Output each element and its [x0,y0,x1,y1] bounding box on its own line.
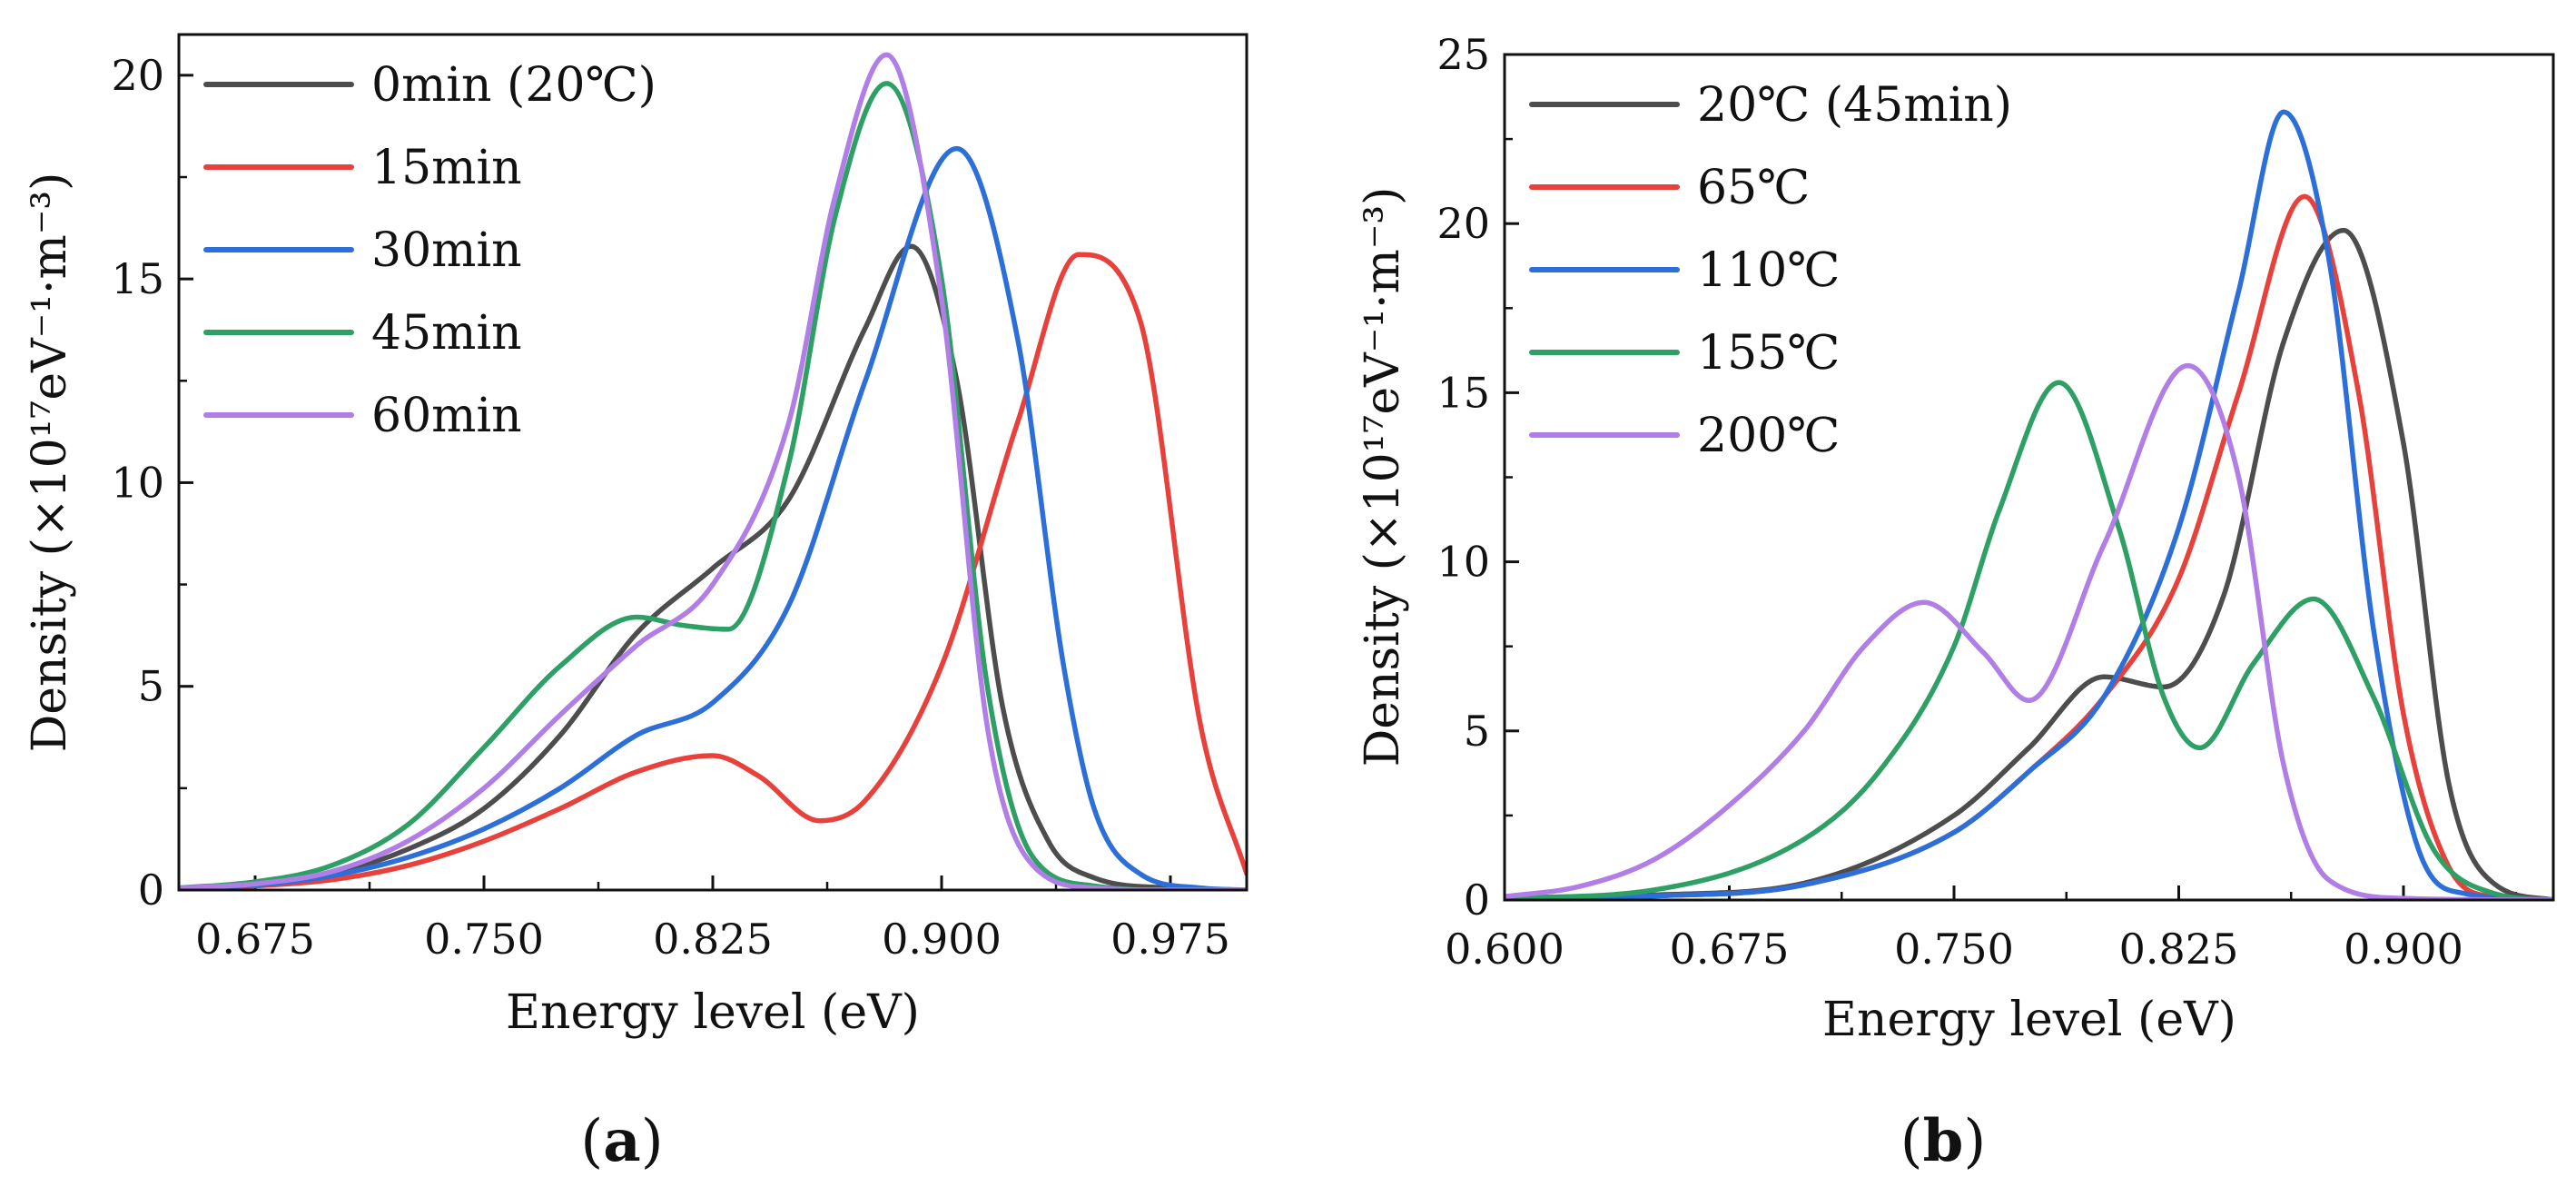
panel-a-y-tick-label: 0 [138,866,164,915]
panel-a-x-tick-label: 0.675 [195,915,315,964]
panel-a-series-line-0 [179,243,1247,890]
panel-b-y-tick-label: 0 [1464,875,1490,925]
panel-a-letter: a [603,1107,640,1175]
panel-b-label: (b) [1900,1107,1987,1175]
panel-b-series-line-0 [1505,227,2553,900]
panel-a-legend-label-0: 0min (20℃) [371,58,656,113]
panel-a-series-line-2 [179,145,1247,890]
panel-b-y-tick-label: 15 [1436,368,1490,417]
panel-a-label: (a) [580,1107,663,1175]
panel-b-x-tick-label: 0.750 [1894,925,2014,974]
panel-b-y-tick-label: 20 [1436,199,1490,248]
panel-b-y-axis-title: Density (×10¹⁷eV⁻¹·m⁻³) [1356,187,1410,767]
panel-a-series-line-1 [179,252,1247,890]
panel-a-x-tick-label: 0.825 [653,915,773,964]
panel-b-ticks: 0.600 0.675 0.750 0.825 0.900 0 5 10 15 20 25 [1436,30,2517,974]
panel-a-plot-area [179,52,1247,890]
panel-a-x-axis-title: Energy level (eV) [506,985,920,1040]
panel-b-legend-label-0: 20℃ (45min) [1697,78,2012,133]
panel-b-series-line-1 [1505,193,2553,900]
panel-a-x-tick-label: 0.975 [1110,915,1230,964]
panel-a-x-tick-label: 0.750 [424,915,544,964]
panel-b-plot-area [1505,109,2553,900]
panel-b-legend: 20℃ (45min) 65℃ 110℃ 155℃ 200℃ [1529,78,2012,463]
panel-a-ticks: 0.675 0.750 0.825 0.900 0.975 0 5 10 15 20 [111,51,1229,964]
panel-b-x-tick-label: 0.900 [2344,925,2463,974]
panel-b-y-tick-label: 5 [1464,707,1490,756]
panel-a-legend-label-3: 45min [371,306,522,361]
panel-b-series-line-4 [1505,362,2553,900]
panel-b-letter: b [1923,1107,1964,1175]
panel-b-x-axis-title: Energy level (eV) [1822,993,2236,1047]
panel-a-legend-label-4: 60min [371,389,522,443]
panel-b-legend-label-4: 200℃ [1697,409,1840,463]
chart-panel-a: 0.675 0.750 0.825 0.900 0.975 0 5 10 15 20 0min (… [23,33,1249,1175]
panel-a-y-axis-title: Density (×10¹⁷eV⁻¹·m⁻³) [23,173,77,753]
panel-a-legend: 0min (20℃) 15min 30min 45min 60min [203,58,656,443]
panel-a-legend-label-1: 15min [371,141,522,195]
panel-b-y-tick-label: 25 [1436,30,1490,79]
panel-b-axes-frame [1503,53,2555,902]
panel-a-series-line-3 [179,81,1247,890]
panel-a-y-tick-label: 5 [138,662,164,711]
panel-a-series-line-4 [179,52,1247,890]
chart-panel-b: 0.600 0.675 0.750 0.825 0.900 0 5 10 15 20 25 20℃ … [1356,30,2555,1175]
panel-b-legend-label-2: 110℃ [1697,243,1840,298]
panel-a-y-tick-label: 15 [111,254,164,303]
panel-b-x-tick-label: 0.675 [1670,925,1790,974]
panel-a-y-tick-label: 10 [111,458,164,507]
panel-a-axes-frame [177,33,1249,892]
panel-a-legend-label-2: 30min [371,223,522,278]
panel-b-series-line-2 [1505,109,2553,900]
panel-b-legend-label-1: 65℃ [1697,161,1810,215]
panel-a-x-tick-label: 0.900 [882,915,1002,964]
panel-b-x-tick-label: 0.825 [2119,925,2239,974]
panel-b-series-line-3 [1505,380,2553,900]
panel-a-y-tick-label: 20 [111,51,164,100]
panel-b-y-tick-label: 10 [1436,538,1490,587]
panel-b-legend-label-3: 155℃ [1697,326,1840,381]
panel-b-x-tick-label: 0.600 [1445,925,1564,974]
